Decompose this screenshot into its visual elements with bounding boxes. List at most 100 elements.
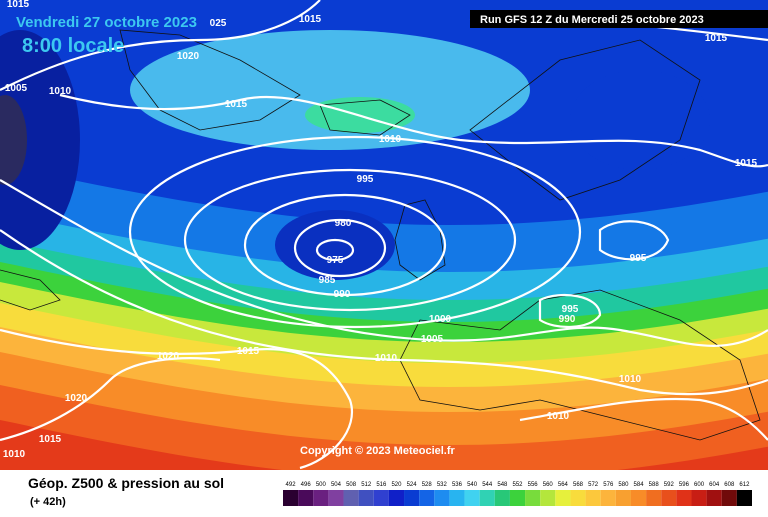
- colorbar-label: 592: [664, 482, 675, 488]
- colorbar-label: 604: [709, 482, 720, 488]
- isobar-label: 990: [559, 314, 576, 325]
- isobar-label: 1020: [177, 51, 200, 62]
- colorbar-swatch: [585, 490, 601, 506]
- colorbar-label: 516: [376, 482, 387, 488]
- isobar-label: 995: [357, 174, 374, 185]
- colorbar-swatch: [283, 490, 299, 506]
- isobar-label: 990: [334, 289, 351, 300]
- colorbar-swatch: [555, 490, 571, 506]
- colorbar-label: 552: [512, 482, 523, 488]
- colorbar-swatch: [570, 490, 586, 506]
- isobar-label: 1010: [619, 374, 642, 385]
- colorbar-swatch: [298, 490, 314, 506]
- colorbar-label: 564: [558, 482, 569, 488]
- colorbar-label: 568: [573, 482, 584, 488]
- colorbar-swatch: [630, 490, 647, 506]
- isobar-label: 975: [327, 255, 344, 266]
- isobar-labels: 1015 025 1020 1005 1010 1015 1010 995 980 975 985 9…: [3, 0, 758, 460]
- isobar-label: 1010: [49, 86, 72, 97]
- colorbar-swatch: [736, 490, 752, 506]
- isobar-label: 1005: [5, 83, 28, 94]
- isobar-label: 1015: [735, 158, 758, 169]
- isobar-label: 1020: [157, 351, 180, 362]
- isobar-label: 1020: [65, 393, 88, 404]
- colorbar-swatch: [388, 490, 405, 506]
- isobar-label: 1010: [547, 411, 570, 422]
- isobar-label: 1015: [39, 434, 62, 445]
- colorbar-label: 492: [286, 482, 297, 488]
- colorbar-label: 536: [452, 482, 463, 488]
- run-info: Run GFS 12 Z du Mercredi 25 octobre 2023: [480, 14, 704, 26]
- colorbar-label: 560: [543, 482, 554, 488]
- colorbar-swatch: [615, 490, 631, 506]
- colorbar-label: 576: [603, 482, 614, 488]
- colorbar-label: 584: [634, 482, 645, 488]
- colorbar-label: 524: [407, 482, 418, 488]
- colorbar-swatch: [646, 490, 662, 506]
- isobar-label: 995: [562, 304, 579, 315]
- colorbar-swatch: [540, 490, 556, 506]
- colorbar-swatch: [419, 490, 435, 506]
- colorbar-swatch: [404, 490, 420, 506]
- colorbar-label: 532: [437, 482, 448, 488]
- colorbar-swatch: [343, 490, 359, 506]
- coastlines: [0, 29, 761, 441]
- colorbar-label: 540: [467, 482, 478, 488]
- isobar-label: 1015: [225, 99, 248, 110]
- colorbar-label: 548: [497, 482, 508, 488]
- colorbar-swatch: [358, 490, 374, 506]
- colorbar-label: 596: [679, 482, 690, 488]
- colorbar-label: 588: [649, 482, 660, 488]
- colorbar-label: 500: [316, 482, 327, 488]
- footer-title: Géop. Z500 & pression au sol: [28, 475, 224, 491]
- colorbar-label: 508: [346, 482, 357, 488]
- colorbar: 492 496 500 504 508 512 516 520 524 528 532 536 540 5…: [283, 482, 752, 506]
- isobar-label: 1010: [3, 449, 26, 460]
- date: Vendredi 27 octobre 2023: [16, 14, 197, 31]
- colorbar-swatch: [494, 490, 510, 506]
- isobar-label: 1000: [429, 314, 452, 325]
- colorbar-label: 556: [528, 482, 539, 488]
- colorbar-swatch: [676, 490, 692, 506]
- isobar-label: 985: [319, 275, 336, 286]
- colorbar-swatch: [525, 490, 541, 506]
- colorbar-swatch: [721, 490, 737, 506]
- colorbar-swatch: [661, 490, 677, 506]
- run-box: [470, 10, 768, 28]
- copyright: Copyright © 2023 Meteociel.fr: [300, 445, 456, 457]
- isobar-label: 1010: [379, 134, 402, 145]
- colorbar-swatch: [479, 490, 495, 506]
- isobar-label: 995: [630, 253, 647, 264]
- colorbar-label: 496: [301, 482, 312, 488]
- isobar-label: 1010: [375, 353, 398, 364]
- colorbar-swatch: [434, 490, 450, 506]
- isobar-label: 1005: [421, 334, 444, 345]
- colorbar-label: 528: [422, 482, 433, 488]
- colorbar-swatch: [706, 490, 722, 506]
- colorbar-swatch: [328, 490, 344, 506]
- time: 8:00 locale: [22, 35, 124, 57]
- isobar-label: 1015: [299, 14, 322, 25]
- isobar-label: 1015: [237, 346, 260, 357]
- colorbar-label: 572: [588, 482, 599, 488]
- colorbar-swatch: [600, 490, 616, 506]
- colorbar-label: 608: [724, 482, 735, 488]
- isobar-label: 1015: [705, 33, 728, 44]
- colorbar-label: 580: [618, 482, 629, 488]
- colorbar-swatch: [509, 490, 526, 506]
- colorbar-swatch: [449, 490, 465, 506]
- isobar-label: 1015: [7, 0, 30, 10]
- colorbar-label: 512: [361, 482, 372, 488]
- colorbar-label: 520: [391, 482, 402, 488]
- isobar-label: 980: [335, 218, 352, 229]
- colorbar-swatch: [464, 490, 480, 506]
- colorbar-label: 612: [739, 482, 750, 488]
- colorbar-label: 504: [331, 482, 342, 488]
- colorbar-swatch: [313, 490, 329, 506]
- isobar-label: 025: [210, 18, 227, 29]
- colorbar-swatch: [373, 490, 389, 506]
- lead-time: (+ 42h): [30, 496, 66, 508]
- colorbar-label: 600: [694, 482, 705, 488]
- colorbar-swatch: [691, 490, 707, 506]
